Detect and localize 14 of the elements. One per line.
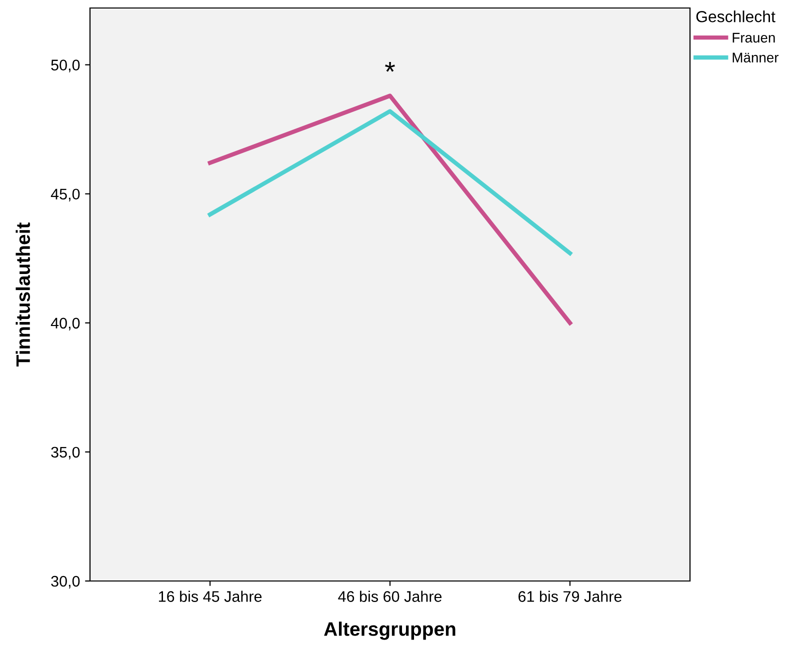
y-tick-label: 50,0 xyxy=(51,60,80,72)
annotation: * xyxy=(385,62,395,72)
x-tick-label: 61 bis 79 Jahre xyxy=(518,590,622,602)
y-axis-title: Tinnituslautheit xyxy=(16,222,30,366)
legend-label: Männer xyxy=(732,52,779,62)
x-tick-label: 16 bis 45 Jahre xyxy=(158,590,262,602)
y-tick-label: 35,0 xyxy=(51,446,80,460)
y-tick-label: 45,0 xyxy=(50,188,80,202)
x-tick-label: 46 bis 60 Jahre xyxy=(338,590,442,602)
x-axis-title: Altersgruppen xyxy=(324,622,456,640)
legend-title: Geschlecht xyxy=(696,10,776,22)
legend-label: Frauen xyxy=(732,32,775,43)
y-tick-label: 40,0 xyxy=(50,318,80,330)
y-tick-label: 30,0 xyxy=(51,576,80,588)
